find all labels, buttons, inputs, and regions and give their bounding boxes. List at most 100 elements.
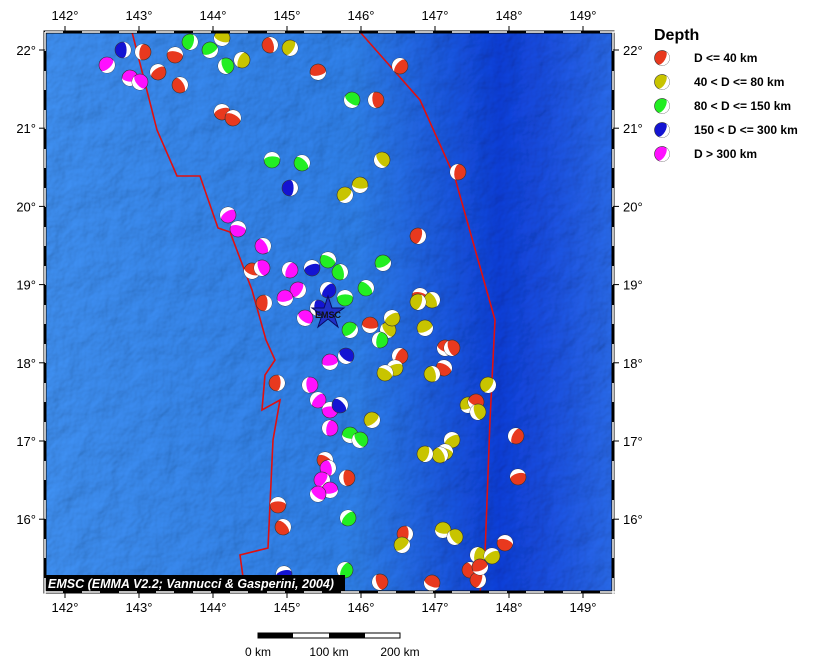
focal-mechanism [371, 331, 389, 349]
focal-mechanism [309, 63, 327, 81]
focal-mechanism [479, 376, 497, 394]
focal-mechanism [443, 339, 461, 357]
ball-body [357, 279, 375, 297]
focal-mechanism [409, 227, 427, 245]
focal-mechanism [269, 496, 287, 514]
ball-white [230, 221, 246, 231]
focal-mechanism [391, 57, 409, 75]
lat-label: 20° [16, 199, 36, 214]
ball-white [282, 262, 294, 278]
ball-white [175, 77, 188, 92]
ball-white [340, 510, 354, 524]
focal-mechanism [409, 293, 427, 311]
legend-label: 40 < D <= 80 km [694, 75, 784, 89]
ball-white [337, 562, 349, 578]
ball-white [264, 152, 280, 161]
scale-bar-segment [258, 633, 293, 638]
lon-label: 145° [274, 600, 301, 615]
focal-mechanism [213, 32, 231, 47]
focal-mechanism [338, 469, 356, 487]
focal-mechanism [255, 294, 273, 312]
ball-white [321, 252, 336, 264]
focal-mechanism [149, 63, 167, 81]
ball-white [378, 365, 393, 378]
focal-mechanism [357, 279, 375, 297]
ball-white [270, 497, 286, 505]
lat-label: 16° [16, 512, 36, 527]
ball-white [375, 259, 391, 271]
ball-white [225, 110, 241, 122]
ball-white [430, 366, 440, 382]
focal-mechanism [337, 347, 355, 365]
ball-white [362, 324, 378, 333]
focal-mechanism [654, 146, 670, 162]
focal-mechanism [114, 41, 132, 59]
ball-white [277, 519, 291, 533]
plate-boundary [131, 32, 282, 592]
ball-white [276, 566, 292, 577]
focal-mechanism [281, 179, 299, 197]
frame-ticks: 142° 142° 143° 143° 144° 144° 145° 145° 146° 146°… [16, 8, 642, 615]
lon-label: 142° [52, 600, 79, 615]
ball-white [343, 324, 358, 338]
focal-mechanism [373, 151, 391, 169]
lon-label: 149° [570, 8, 597, 23]
focal-mechanism [219, 206, 237, 224]
ball-white [214, 104, 230, 115]
ball-white [101, 59, 115, 73]
focal-mechanism [509, 468, 527, 486]
ball-white [508, 428, 520, 444]
focal-mechanism [331, 396, 349, 414]
ball-white [484, 548, 499, 561]
ball-white [415, 228, 426, 244]
legend-label: D > 300 km [694, 147, 757, 161]
lat-label: 21° [623, 121, 643, 136]
lon-label: 142° [52, 8, 79, 23]
ball-white [422, 446, 433, 462]
focal-mechanism [319, 251, 337, 269]
ball-white [497, 535, 513, 546]
ball-white [285, 41, 298, 56]
focal-mechanism [181, 33, 199, 51]
ball-white [428, 292, 440, 307]
focal-mechanism [376, 364, 394, 382]
ball-white [437, 360, 452, 372]
focal-mechanism [293, 154, 311, 172]
scale-label: 200 km [380, 645, 419, 659]
focal-mechanism [423, 365, 441, 383]
ball-white [259, 238, 271, 253]
focal-mechanism [416, 319, 434, 337]
ball-white [320, 282, 334, 297]
focal-mechanism [261, 36, 279, 54]
lon-label: 144° [200, 8, 227, 23]
ball-white [368, 92, 377, 108]
ball-white [417, 324, 433, 336]
lon-label: 143° [126, 600, 153, 615]
scale-label: 100 km [309, 645, 348, 659]
focal-mechanism [171, 76, 189, 94]
focal-mechanism [201, 41, 219, 59]
focal-mechanism [331, 263, 349, 281]
lat-label: 16° [623, 512, 643, 527]
lon-label: 148° [496, 8, 523, 23]
focal-mechanism [224, 109, 242, 127]
ball-white [412, 288, 428, 298]
focal-mechanism [321, 419, 339, 437]
focal-mechanism [351, 431, 369, 449]
ball-white [338, 351, 353, 364]
focal-mechanism [303, 259, 321, 277]
focal-mechanism [507, 427, 525, 445]
ball-white [267, 37, 278, 53]
ball-white [337, 290, 353, 299]
ball-white [218, 58, 230, 74]
ball-white [658, 147, 670, 162]
focal-mechanism [301, 376, 319, 394]
ball-white [384, 310, 399, 323]
ball-white [658, 99, 670, 114]
ball-white [424, 579, 440, 591]
focal-mechanism [268, 374, 286, 392]
lat-label: 17° [16, 434, 36, 449]
focal-mechanism [393, 536, 411, 554]
ball-white [344, 95, 359, 108]
